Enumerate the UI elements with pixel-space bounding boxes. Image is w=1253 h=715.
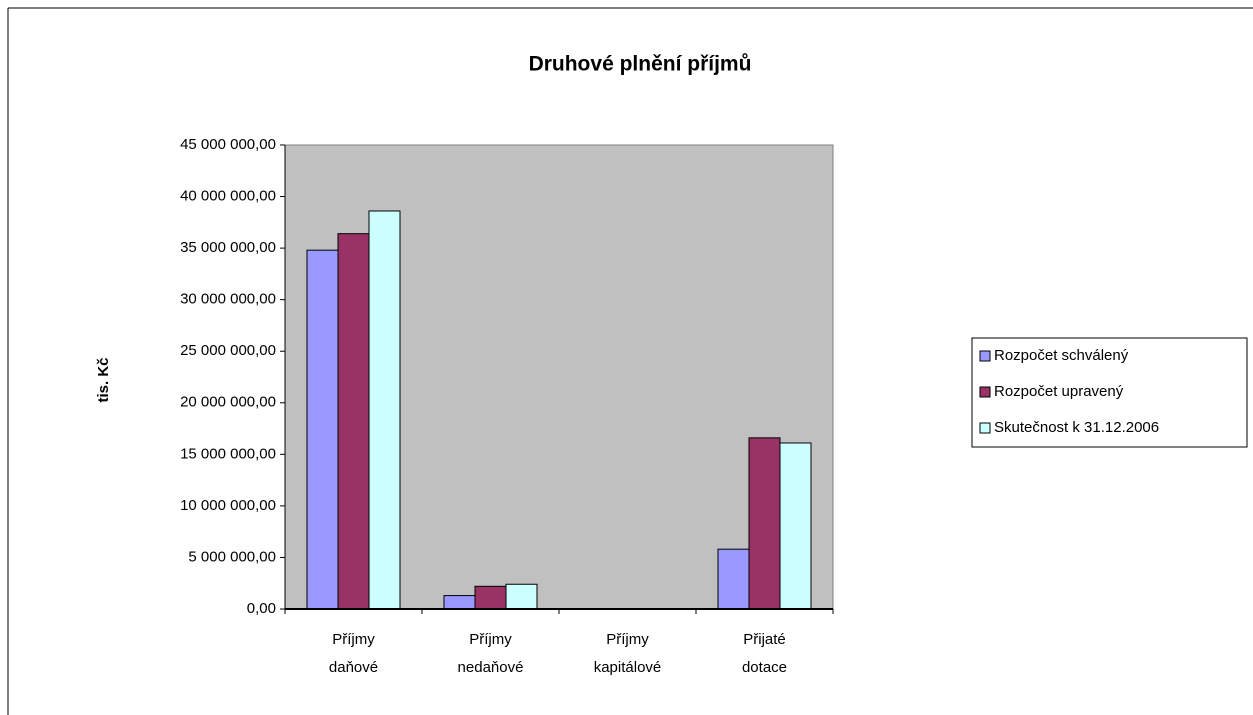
legend-label: Rozpočet upravený xyxy=(994,383,1124,400)
x-tick-label: Příjmy nedaňové xyxy=(458,631,524,676)
y-tick-label: 30 000 000,00 xyxy=(180,291,276,308)
y-axis-title: tis. Kč xyxy=(95,357,112,402)
y-tick-label: 5 000 000,00 xyxy=(188,548,276,565)
x-tick-label: Příjmy daňové xyxy=(329,631,378,676)
bar xyxy=(748,437,781,610)
x-tick-label: Přijaté dotace xyxy=(742,631,787,676)
bar xyxy=(779,442,812,610)
x-tick-label: Příjmy kapitálové xyxy=(594,631,662,676)
bar xyxy=(505,583,538,610)
y-tick-label: 40 000 000,00 xyxy=(180,188,276,205)
bar xyxy=(443,595,476,610)
bar xyxy=(717,548,750,610)
bar xyxy=(337,233,370,610)
legend-label: Skutečnost k 31.12.2006 xyxy=(994,419,1159,436)
legend-swatch xyxy=(979,422,991,434)
y-tick-label: 0,00 xyxy=(247,600,276,617)
y-tick-label: 15 000 000,00 xyxy=(180,445,276,462)
legend-box xyxy=(971,337,1248,448)
bar xyxy=(368,210,401,610)
bar xyxy=(306,249,339,610)
legend-swatch xyxy=(979,350,991,362)
chart-title: Druhové plnění příjmů xyxy=(529,53,752,76)
legend-swatch xyxy=(979,386,991,398)
y-tick-label: 20 000 000,00 xyxy=(180,394,276,411)
y-tick-label: 45 000 000,00 xyxy=(180,136,276,153)
legend-label: Rozpočet schválený xyxy=(994,347,1129,364)
y-tick-label: 35 000 000,00 xyxy=(180,239,276,256)
y-tick-label: 10 000 000,00 xyxy=(180,497,276,514)
bar xyxy=(474,585,507,610)
y-tick-label: 25 000 000,00 xyxy=(180,342,276,359)
